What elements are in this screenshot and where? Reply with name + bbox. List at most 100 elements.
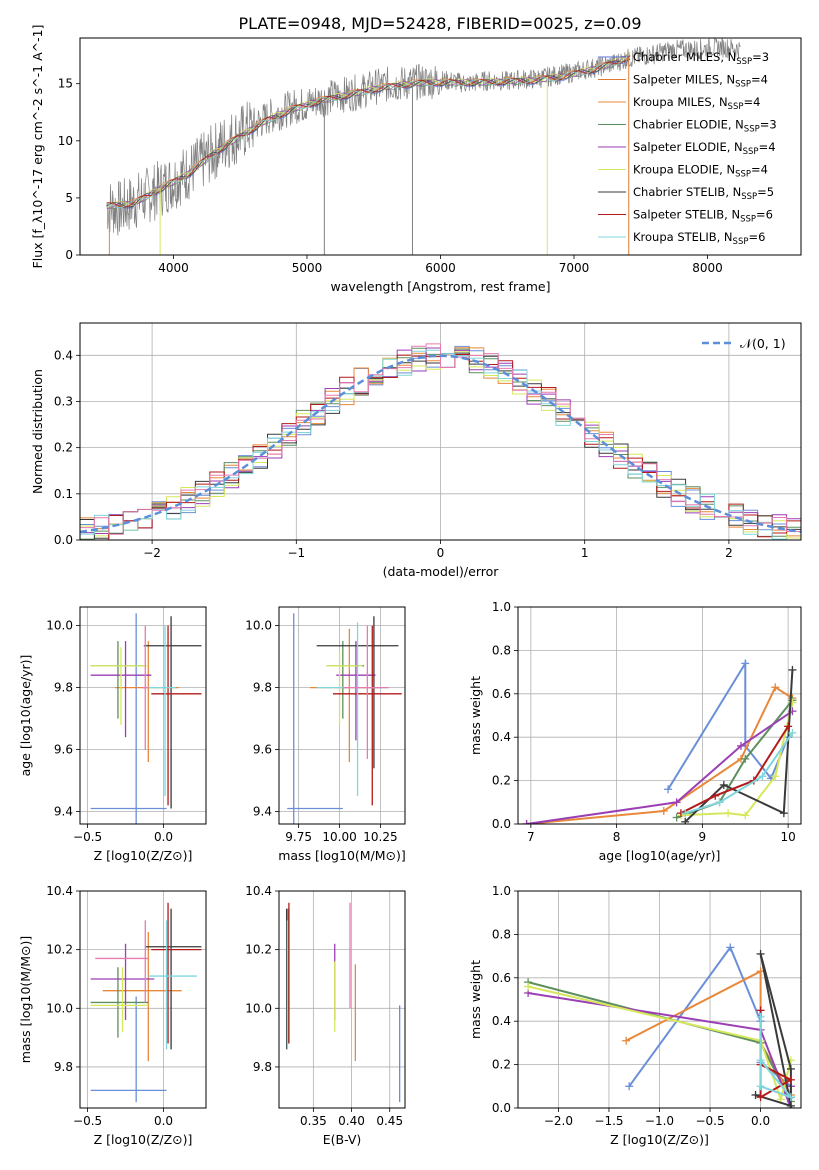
- x-tick-label: −0.5: [73, 830, 102, 844]
- axes-frame: [517, 606, 802, 825]
- model-fit-line: [106, 55, 631, 208]
- x-tick-label: 10.25: [363, 830, 397, 844]
- y-tick-label: 1.0: [492, 884, 511, 898]
- y-tick-label: 10.0: [245, 619, 272, 633]
- x-axis-label: Z [log10(Z/Z⊙)]: [94, 848, 193, 863]
- x-tick-label: 1: [581, 546, 589, 560]
- y-tick-label: 10.0: [46, 619, 73, 633]
- mass-weight-line: [684, 732, 794, 815]
- y-tick-label: 9.6: [54, 743, 73, 757]
- y-tick-label: 0: [65, 248, 73, 262]
- panel-age-vs-Z: −0.5 0.0 9.4 9.6 9.8 10.0 Z [log10(Z/Z⊙)] age […: [18, 606, 207, 863]
- y-tick-label: 5: [65, 191, 73, 205]
- y-tick-label: 0.4: [54, 348, 73, 362]
- legend-entry: Kroupa STELIB, NSSP=6: [633, 230, 765, 247]
- mass-weight-line: [526, 710, 793, 824]
- x-tick-label: 8000: [692, 261, 723, 275]
- x-axis-label: Z [log10(Z/Z⊙)]: [610, 1132, 709, 1147]
- mass-weight-line: [759, 1016, 794, 1100]
- y-tick-label: 9.4: [54, 805, 73, 819]
- y-tick-label: 0.2: [54, 441, 73, 455]
- x-tick-label: 10: [780, 830, 795, 844]
- panel-mass-vs-ebv: 0.35 0.40 0.45 9.8 10.0 10.2 10.4 E(B-V): [245, 884, 406, 1147]
- x-axis-label: (data-model)/error: [383, 564, 500, 579]
- panel-residuals: −2 −1 0 1 2 0.0 0.1 0.2 0.3 0.4 (data-model)/error…: [30, 322, 802, 579]
- y-tick-label: 0.0: [54, 533, 73, 547]
- y-tick-label: 0.8: [492, 927, 511, 941]
- x-tick-label: −1.0: [645, 1114, 674, 1128]
- y-axis-label: mass weight: [468, 676, 483, 755]
- x-tick-label: 0.0: [154, 830, 173, 844]
- y-tick-label: 1.0: [492, 600, 511, 614]
- legend-entry: Salpeter MILES, NSSP=4: [633, 73, 768, 90]
- y-tick-label: 9.4: [253, 805, 272, 819]
- x-tick-label: −1.5: [594, 1114, 623, 1128]
- figure-title: PLATE=0948, MJD=52428, FIBERID=0025, z=0…: [238, 14, 641, 33]
- y-tick-label: 0.0: [492, 817, 511, 831]
- axes-frame: [517, 890, 802, 1109]
- mass-weight-line: [684, 669, 794, 823]
- model-fit-line: [106, 58, 631, 208]
- y-tick-label: 10.0: [245, 1001, 272, 1015]
- x-tick-label: −2: [143, 546, 161, 560]
- legend-entry: Chabrier STELIB, NSSP=5: [633, 185, 774, 202]
- y-tick-label: 10.2: [46, 943, 73, 957]
- y-axis-label: age [log10(age/yr)]: [18, 655, 33, 777]
- x-tick-label: 6000: [425, 261, 456, 275]
- y-tick-label: 9.8: [54, 1060, 73, 1074]
- panel-spectrum: 4000 5000 6000 7000 8000 0 5 10 15 wavelength [An…: [30, 25, 802, 294]
- y-axis-label: mass [log10(M/M⊙)]: [18, 936, 33, 1064]
- y-tick-label: 15: [58, 77, 73, 91]
- legend-entry: Kroupa ELODIE, NSSP=4: [633, 163, 768, 180]
- legend-entry: Salpeter ELODIE, NSSP=4: [633, 140, 776, 157]
- x-tick-label: 0.0: [154, 1114, 173, 1128]
- y-axis-label: Normed distribution: [30, 369, 45, 494]
- x-tick-label: 5000: [292, 261, 323, 275]
- y-tick-label: 10.4: [46, 884, 73, 898]
- x-axis-label: wavelength [Angstrom, rest frame]: [330, 279, 550, 294]
- x-tick-label: −0.5: [695, 1114, 724, 1128]
- axes-frame: [278, 890, 406, 1109]
- y-tick-label: 10: [58, 134, 73, 148]
- y-tick-label: 0.1: [54, 487, 73, 501]
- y-tick-label: 0.2: [492, 774, 511, 788]
- mass-weight-line: [680, 725, 789, 814]
- y-tick-label: 0.4: [492, 1014, 511, 1028]
- x-axis-label: mass [log10(M/M⊙)]: [278, 848, 406, 863]
- legend-entry: Salpeter STELIB, NSSP=6: [633, 208, 773, 225]
- legend-entry: Chabrier MILES, NSSP=3: [633, 50, 769, 67]
- x-tick-label: 7000: [559, 261, 590, 275]
- axes-frame: [79, 890, 207, 1109]
- gaussian-curve: [80, 354, 801, 534]
- y-tick-label: 10.2: [245, 943, 272, 957]
- x-axis-label: age [log10(age/yr)]: [599, 848, 721, 863]
- x-tick-label: 2: [725, 546, 733, 560]
- y-axis-label: mass weight: [468, 960, 483, 1039]
- panel-age-vs-mass: 9.75 10.00 10.25 9.4 9.6 9.8 10.0 mass [log10(M…: [245, 606, 406, 863]
- y-tick-label: 10.0: [46, 1001, 73, 1015]
- y-tick-label: 0.6: [492, 687, 511, 701]
- y-axis-label: Flux [f_λ10^-17 erg cm^-2 s^-1 A^-1]: [30, 25, 45, 269]
- x-tick-label: 4000: [158, 261, 189, 275]
- axes-frame: [79, 322, 802, 541]
- x-tick-label: 0.35: [300, 1114, 327, 1128]
- x-tick-label: 0: [437, 546, 445, 560]
- legend-entry: Chabrier ELODIE, NSSP=3: [633, 118, 777, 135]
- panel-mass-vs-Z: −0.5 0.0 9.8 10.0 10.2 10.4 Z [log10(Z/Z⊙)] mas…: [18, 884, 207, 1147]
- x-tick-label: −2.0: [544, 1114, 573, 1128]
- panel-mass-weight-vs-Z: −2.0 −1.5 −1.0 −0.5 0.0 0.0 0.2 0.4 0.6 0.8 1.0 Z […: [468, 884, 802, 1147]
- axes-frame: [79, 37, 802, 256]
- y-tick-label: 9.6: [253, 743, 272, 757]
- model-fit-line: [106, 53, 631, 209]
- y-tick-label: 9.8: [54, 681, 73, 695]
- x-tick-label: 10.00: [322, 830, 356, 844]
- y-tick-label: 9.8: [253, 1060, 272, 1074]
- x-axis-label: E(B-V): [323, 1132, 362, 1147]
- model-fit-line: [106, 57, 631, 208]
- axes-frame: [79, 606, 207, 825]
- x-axis-label: Z [log10(Z/Z⊙)]: [94, 1132, 193, 1147]
- x-tick-label: 9: [699, 830, 707, 844]
- y-tick-label: 0.2: [492, 1058, 511, 1072]
- y-tick-label: 0.8: [492, 643, 511, 657]
